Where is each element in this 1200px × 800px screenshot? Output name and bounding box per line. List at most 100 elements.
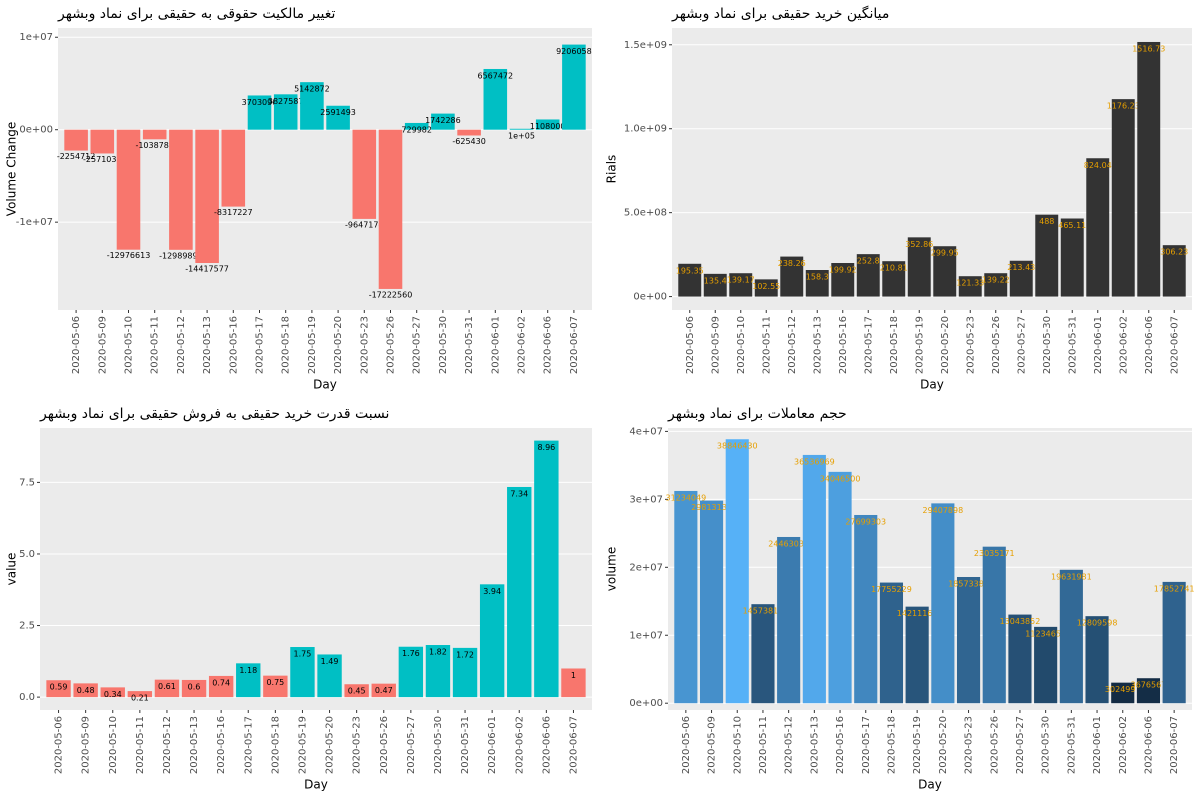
bar (116, 129, 141, 250)
x-tick-label: 2020-05-16 (228, 316, 239, 374)
value-label: 13043852 (1000, 617, 1041, 626)
value-label: 1176.23 (1107, 102, 1140, 111)
x-tick-label: 2020-05-09 (710, 316, 721, 374)
bar (142, 129, 167, 140)
bar (1060, 218, 1084, 297)
value-label: -625430 (452, 137, 485, 146)
x-tick-label: 2020-06-06 (1143, 716, 1154, 774)
bar (1086, 158, 1110, 297)
value-label: 0.6 (188, 682, 201, 691)
x-tick-label: 2020-06-01 (487, 716, 498, 774)
chart-title: نسبت قدرت خرید حقیقی به فروش حقیقی برای … (39, 406, 389, 422)
x-tick-label: 2020-05-20 (325, 716, 336, 774)
x-tick-label: 2020-06-02 (514, 716, 525, 774)
bar (1111, 99, 1135, 297)
value-label: 9206058 (556, 47, 592, 56)
value-label: 36536969 (794, 457, 835, 466)
x-tick-label: 2020-05-12 (162, 716, 173, 774)
x-tick-label: 2020-05-10 (124, 316, 135, 374)
y-tick-label: 5.0 (19, 549, 35, 560)
value-label: 135.4 (704, 276, 727, 285)
y-tick-label: 5.0e+08 (624, 208, 667, 219)
x-axis-title: Day (920, 378, 944, 392)
x-tick-label: 2020-06-02 (1118, 316, 1129, 374)
value-label: 0.21 (131, 694, 149, 703)
bar (483, 68, 508, 130)
value-label: 1e+05 (508, 131, 535, 140)
x-tick-label: 2020-05-06 (681, 716, 692, 774)
y-axis-title: value (5, 553, 19, 586)
bar (46, 680, 71, 698)
x-tick-label: 2020-05-23 (352, 716, 363, 774)
x-tick-label: 2020-05-11 (150, 316, 161, 374)
value-label: 1.49 (321, 657, 339, 666)
value-label: 139.22 (982, 276, 1010, 285)
value-label: 3.94 (483, 587, 501, 596)
x-tick-label: 2020-05-20 (333, 316, 344, 374)
value-label: 1.72 (456, 650, 474, 659)
bar (507, 486, 532, 698)
bar (1034, 626, 1058, 704)
value-label: 2591493 (320, 108, 356, 117)
x-tick-label: 2020-05-13 (812, 316, 823, 374)
bar (805, 269, 829, 297)
x-tick-label: 2020-06-01 (1092, 716, 1103, 774)
value-label: 121.33 (956, 279, 984, 288)
x-tick-label: 2020-05-31 (464, 316, 475, 374)
bar (905, 606, 929, 704)
value-label: 14211160 (897, 609, 938, 618)
x-tick-label: 2020-06-07 (568, 716, 579, 774)
bar (725, 439, 749, 704)
bar (831, 263, 855, 297)
value-label: 252.8 (857, 257, 880, 266)
bar (777, 536, 801, 704)
bar (534, 440, 559, 698)
value-label: 1.82 (429, 648, 447, 657)
bar (856, 254, 880, 297)
value-label: 1.18 (239, 666, 257, 675)
value-label: 0.48 (77, 686, 95, 695)
bar (398, 646, 424, 698)
value-label: 7.34 (510, 489, 528, 498)
bar (90, 129, 115, 154)
y-tick-label: 3e+07 (629, 494, 663, 505)
x-tick-label: 2020-05-27 (1016, 316, 1027, 374)
x-tick-label: 2020-06-07 (569, 316, 580, 374)
value-label: -12976613 (107, 251, 151, 260)
value-label: 139.17 (727, 276, 755, 285)
y-tick-label: 0.0 (19, 692, 35, 703)
value-label: 3024997 (1105, 685, 1141, 694)
x-tick-label: 2020-05-12 (787, 316, 798, 374)
bar (317, 654, 342, 698)
x-tick-label: 2020-05-19 (912, 716, 923, 774)
value-label: 11234657 (1025, 629, 1066, 638)
bar (169, 129, 193, 250)
x-tick-label: 2020-05-06 (54, 716, 65, 774)
bar (1162, 581, 1186, 704)
x-tick-label: 2020-05-26 (991, 316, 1002, 374)
x-tick-label: 2020-05-30 (1041, 716, 1052, 774)
bar (208, 675, 234, 698)
value-label: 29813131 (691, 503, 732, 512)
x-tick-label: 2020-05-19 (914, 316, 925, 374)
x-tick-label: 2020-05-11 (135, 716, 146, 774)
value-label: 0.61 (158, 682, 176, 691)
bar (535, 119, 560, 130)
bar (879, 582, 904, 704)
bar (678, 263, 702, 297)
value-label: -9647174 (345, 220, 384, 229)
x-tick-label: 2020-05-27 (1015, 716, 1026, 774)
y-tick-label: 4e+07 (629, 426, 663, 437)
x-tick-label: 2020-06-02 (1118, 716, 1129, 774)
x-tick-label: 2020-05-13 (202, 316, 213, 374)
value-label: 195.35 (676, 266, 704, 275)
value-label: 0.34 (104, 690, 122, 699)
y-axis-title: Rials (605, 155, 619, 184)
x-tick-label: 2020-06-06 (1144, 316, 1155, 374)
x-tick-label: 2020-05-16 (835, 716, 846, 774)
bar (263, 675, 288, 698)
bar (425, 645, 451, 698)
value-label: 299.95 (931, 249, 959, 258)
value-label: 352.86 (905, 240, 933, 249)
y-tick-label: 1.0e+09 (624, 124, 667, 135)
